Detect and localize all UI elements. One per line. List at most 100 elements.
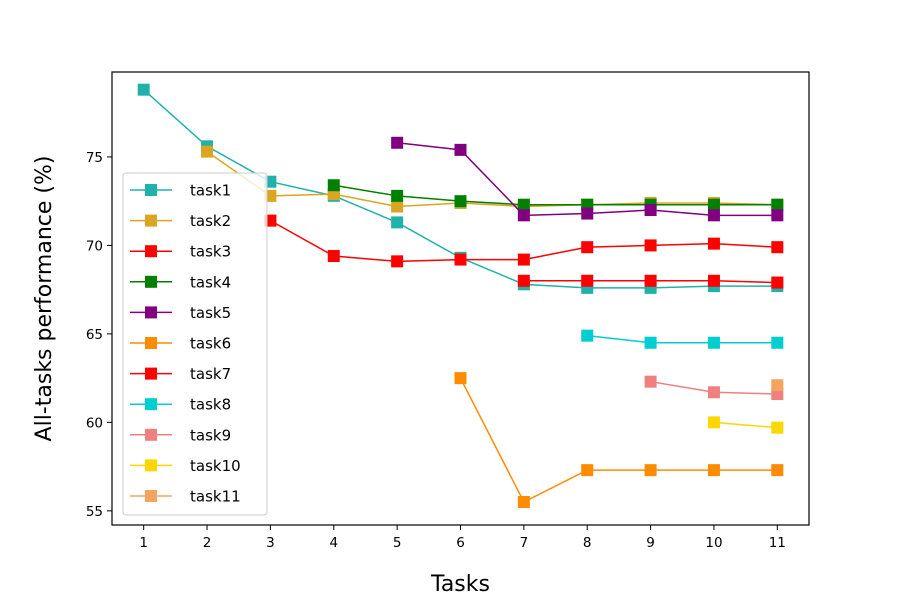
- legend-entries: task1 task2 task3 task4 task5 task6 task7 task8…: [130, 182, 241, 506]
- legend-label-task5: task5: [190, 304, 231, 322]
- legend-marker-task4: [145, 275, 157, 288]
- data-point-task5-11: [771, 209, 784, 222]
- data-point-task6-7: [517, 496, 530, 508]
- data-point-task3-5: [391, 255, 404, 268]
- legend-label-task3: task3: [190, 243, 231, 261]
- data-point-task3-9: [644, 239, 657, 252]
- legend-item-task7: task7: [130, 365, 231, 383]
- legend-marker-task6: [145, 337, 157, 349]
- data-point-task6-8: [581, 464, 594, 477]
- x-tick-label-10: 10: [705, 535, 722, 551]
- x-tick-label-8: 8: [583, 535, 592, 551]
- legend-marker-task2: [145, 214, 157, 227]
- legend-item-task4: task4: [130, 273, 231, 291]
- legend-label-task7: task7: [190, 365, 231, 383]
- data-point-task8-8: [581, 329, 594, 342]
- data-point-task5-9: [644, 204, 657, 217]
- data-point-task6-9: [644, 464, 657, 477]
- data-point-task3-7: [517, 253, 530, 266]
- x-tick-label-11: 11: [769, 535, 786, 551]
- data-point-task8-10: [707, 336, 720, 349]
- legend-label-task11: task11: [190, 488, 241, 506]
- legend-item-task1: task1: [130, 182, 231, 200]
- y-tick-label-75: 75: [86, 150, 103, 166]
- data-point-task8-9: [644, 336, 657, 349]
- ticks-layer: 1 2 3 4 5 6 7 8 9 10 11 55 60 65 70 75: [86, 150, 786, 551]
- data-point-task2-5: [391, 200, 404, 213]
- legend-item-task5: task5: [130, 304, 231, 322]
- x-tick-label-4: 4: [329, 535, 338, 551]
- data-point-task2-2: [201, 145, 214, 158]
- data-point-task10-11: [771, 421, 784, 434]
- legend-marker-task9: [145, 428, 157, 441]
- legend-marker-task11: [145, 490, 157, 502]
- x-tick-label-7: 7: [520, 535, 529, 551]
- series-task8: [581, 329, 784, 349]
- series-task11: [771, 379, 784, 392]
- legend-item-task8: task8: [130, 396, 231, 414]
- x-tick-label-2: 2: [203, 535, 212, 551]
- legend-marker-task5: [145, 306, 157, 319]
- series-line-task2: [206, 151, 778, 208]
- legend-item-task10: task10: [130, 457, 241, 475]
- data-point-task5-6: [454, 143, 467, 156]
- data-point-task4-7: [517, 198, 530, 211]
- legend-item-task11: task11: [130, 488, 241, 506]
- x-tick-label-5: 5: [393, 535, 402, 551]
- x-tick-label-6: 6: [456, 535, 465, 551]
- series-task7: [517, 274, 784, 289]
- series-line-task6: [459, 377, 778, 504]
- data-point-task9-10: [707, 386, 720, 399]
- data-point-task7-9: [644, 274, 657, 287]
- data-point-task5-8: [581, 207, 594, 220]
- legend-marker-task10: [145, 459, 157, 472]
- data-point-task9-9: [644, 375, 657, 388]
- x-tick-label-3: 3: [266, 535, 275, 551]
- data-point-task3-4: [327, 250, 340, 263]
- legend-label-task6: task6: [190, 335, 231, 353]
- data-point-task10-10: [707, 416, 720, 429]
- data-point-task4-4: [327, 179, 340, 192]
- legend-marker-task8: [145, 398, 157, 411]
- x-tick-label-1: 1: [139, 535, 148, 551]
- series-task10: [707, 416, 784, 434]
- legend-item-task3: task3: [130, 243, 231, 261]
- legend-label-task2: task2: [190, 212, 231, 230]
- data-point-task5-5: [391, 136, 404, 149]
- data-point-task4-10: [707, 198, 720, 211]
- legend-label-task4: task4: [190, 273, 231, 291]
- y-tick-label-65: 65: [86, 327, 103, 343]
- y-tick-label-55: 55: [86, 504, 103, 520]
- legend-box: [122, 172, 268, 516]
- data-point-task11-11: [771, 379, 784, 392]
- y-tick-label-70: 70: [86, 238, 103, 254]
- legend-marker-task1: [145, 184, 157, 196]
- data-point-task5-10: [707, 209, 720, 222]
- data-point-task3-6: [454, 253, 467, 266]
- data-point-task1-5: [391, 216, 404, 229]
- data-point-task3-11: [771, 241, 784, 254]
- series-line-task4: [333, 184, 778, 206]
- data-point-task4-5: [391, 189, 404, 202]
- data-point-task3-10: [707, 237, 720, 250]
- data-point-task6-10: [707, 464, 720, 477]
- series-line-task10: [713, 421, 778, 429]
- legend-label-task9: task9: [190, 426, 231, 444]
- data-point-task4-6: [454, 195, 467, 208]
- series-line-task8: [587, 334, 778, 344]
- data-point-task8-11: [771, 336, 784, 349]
- data-point-task7-10: [707, 274, 720, 287]
- x-tick-label-9: 9: [646, 535, 655, 551]
- y-tick-label-60: 60: [86, 415, 103, 431]
- series-layer: [137, 83, 784, 508]
- data-point-task7-7: [517, 274, 530, 287]
- data-point-task4-11: [771, 198, 784, 211]
- legend-item-task6: task6: [130, 335, 231, 353]
- legend-marker-task7: [145, 367, 157, 380]
- legend-label-task8: task8: [190, 396, 231, 414]
- y-axis-title: All-tasks performance (%): [32, 156, 57, 442]
- series-task6: [454, 372, 784, 508]
- series-task5: [391, 136, 784, 222]
- legend-marker-task3: [145, 245, 157, 258]
